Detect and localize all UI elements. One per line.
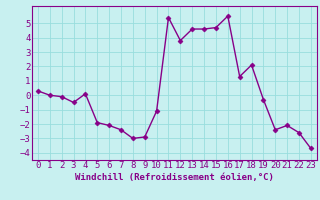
X-axis label: Windchill (Refroidissement éolien,°C): Windchill (Refroidissement éolien,°C): [75, 173, 274, 182]
